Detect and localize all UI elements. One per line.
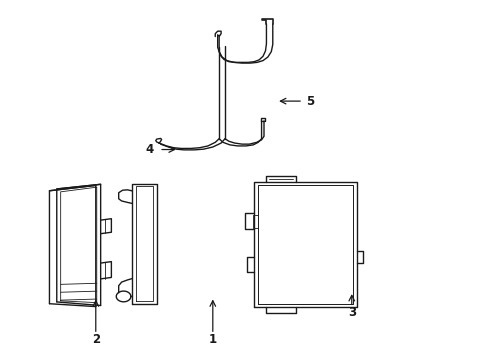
Text: 5: 5 bbox=[305, 95, 314, 108]
Text: 4: 4 bbox=[145, 143, 153, 156]
Text: 1: 1 bbox=[208, 333, 216, 346]
Text: 2: 2 bbox=[92, 333, 100, 346]
Text: 3: 3 bbox=[347, 306, 355, 319]
